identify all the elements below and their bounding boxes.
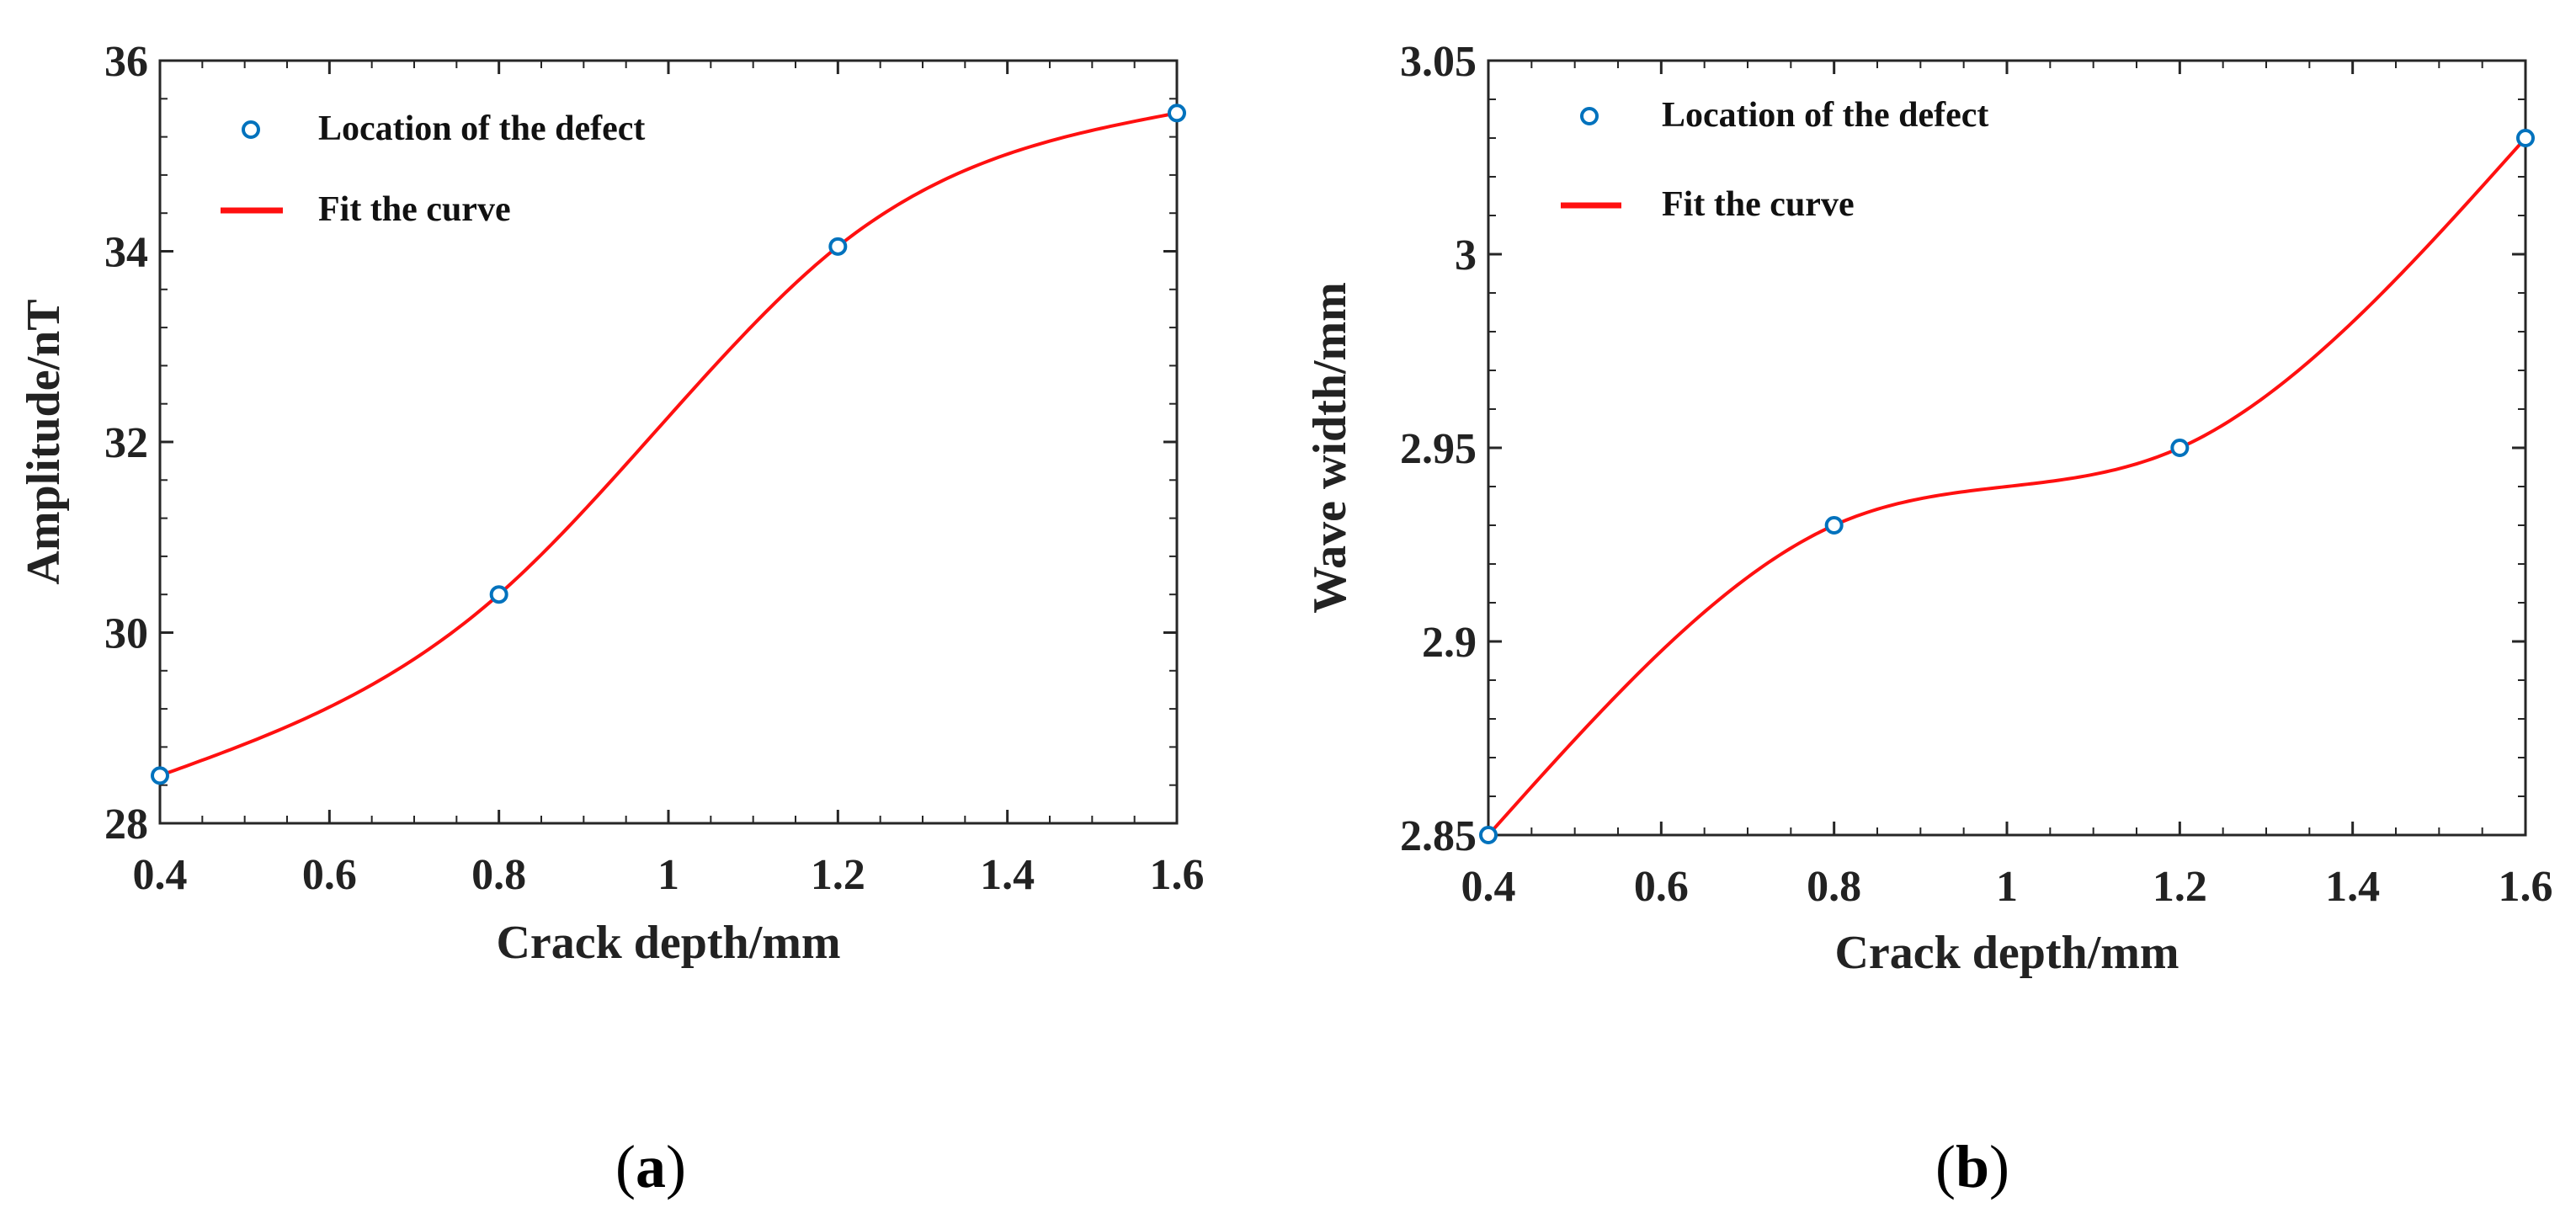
legend-label-fit: Fit the curve [1662,185,1855,224]
x-tick-label: 0.4 [1461,863,1516,911]
legend-marker-defect [1580,107,1599,125]
panel-label-a: (a) [615,1133,686,1200]
y-tick-label: 2.95 [1400,425,1477,473]
y-tick-label: 3 [1455,231,1477,279]
y-tick-label: 36 [104,38,148,86]
y-tick-label: 34 [104,229,148,277]
x-tick-label: 0.6 [1634,863,1689,911]
x-tick-label: 1.4 [2325,863,2380,911]
x-tick-label: 1.2 [2153,863,2207,911]
x-tick-label: 1.4 [980,851,1035,899]
y-tick-label: 2.85 [1400,812,1477,860]
y-tick-label: 28 [104,801,148,849]
y-tick-label: 3.05 [1400,38,1477,86]
chart-a: 0.4 0.6 0.8 1 1.2 1.4 1.6 28 30 32 34 36 Crack depth… [18,38,1205,969]
defect-point [1168,104,1186,123]
legend-label-fit: Fit the curve [318,190,511,229]
x-tick-label: 1.6 [1150,851,1205,899]
x-tick-label: 1 [657,851,679,899]
x-tick-label: 1.6 [2499,863,2553,911]
defect-point [151,766,169,785]
y-tick-label: 32 [104,419,148,467]
legend-label-defect: Location of the defect [318,109,645,148]
chart-b: 0.4 0.6 0.8 1 1.2 1.4 1.6 2.85 2.9 2.95 3 3.05 Crack… [1304,38,2553,979]
x-tick-label: 0.4 [133,851,188,899]
defect-point [2516,129,2535,147]
legend-label-defect: Location of the defect [1662,96,1988,135]
x-tick-label: 0.8 [1807,863,1861,911]
x-tick-label: 1 [1996,863,2018,911]
fit-curve-line [159,111,1178,778]
y-tick-label: 30 [104,610,148,658]
x-tick-label: 0.6 [302,851,357,899]
defect-point [489,585,508,604]
x-axis-label: Crack depth/mm [1834,927,2179,979]
fit-curve-line [1487,136,2527,837]
defect-point [2170,439,2190,457]
defect-point [1824,516,1844,535]
x-tick-label: 1.2 [811,851,865,899]
y-axis-label: Wave width/mm [1304,282,1356,614]
panel-label-b: (b) [1935,1133,2009,1200]
plot-frame [1487,59,2527,837]
defect-point [828,237,848,256]
x-tick-label: 0.8 [471,851,526,899]
defect-point [1479,826,1498,844]
y-axis-label: Amplitude/nT [18,299,70,584]
x-axis-label: Crack depth/mm [496,917,840,969]
legend-marker-defect [242,120,260,139]
y-tick-label: 2.9 [1422,619,1477,667]
plot-frame [158,59,1179,825]
